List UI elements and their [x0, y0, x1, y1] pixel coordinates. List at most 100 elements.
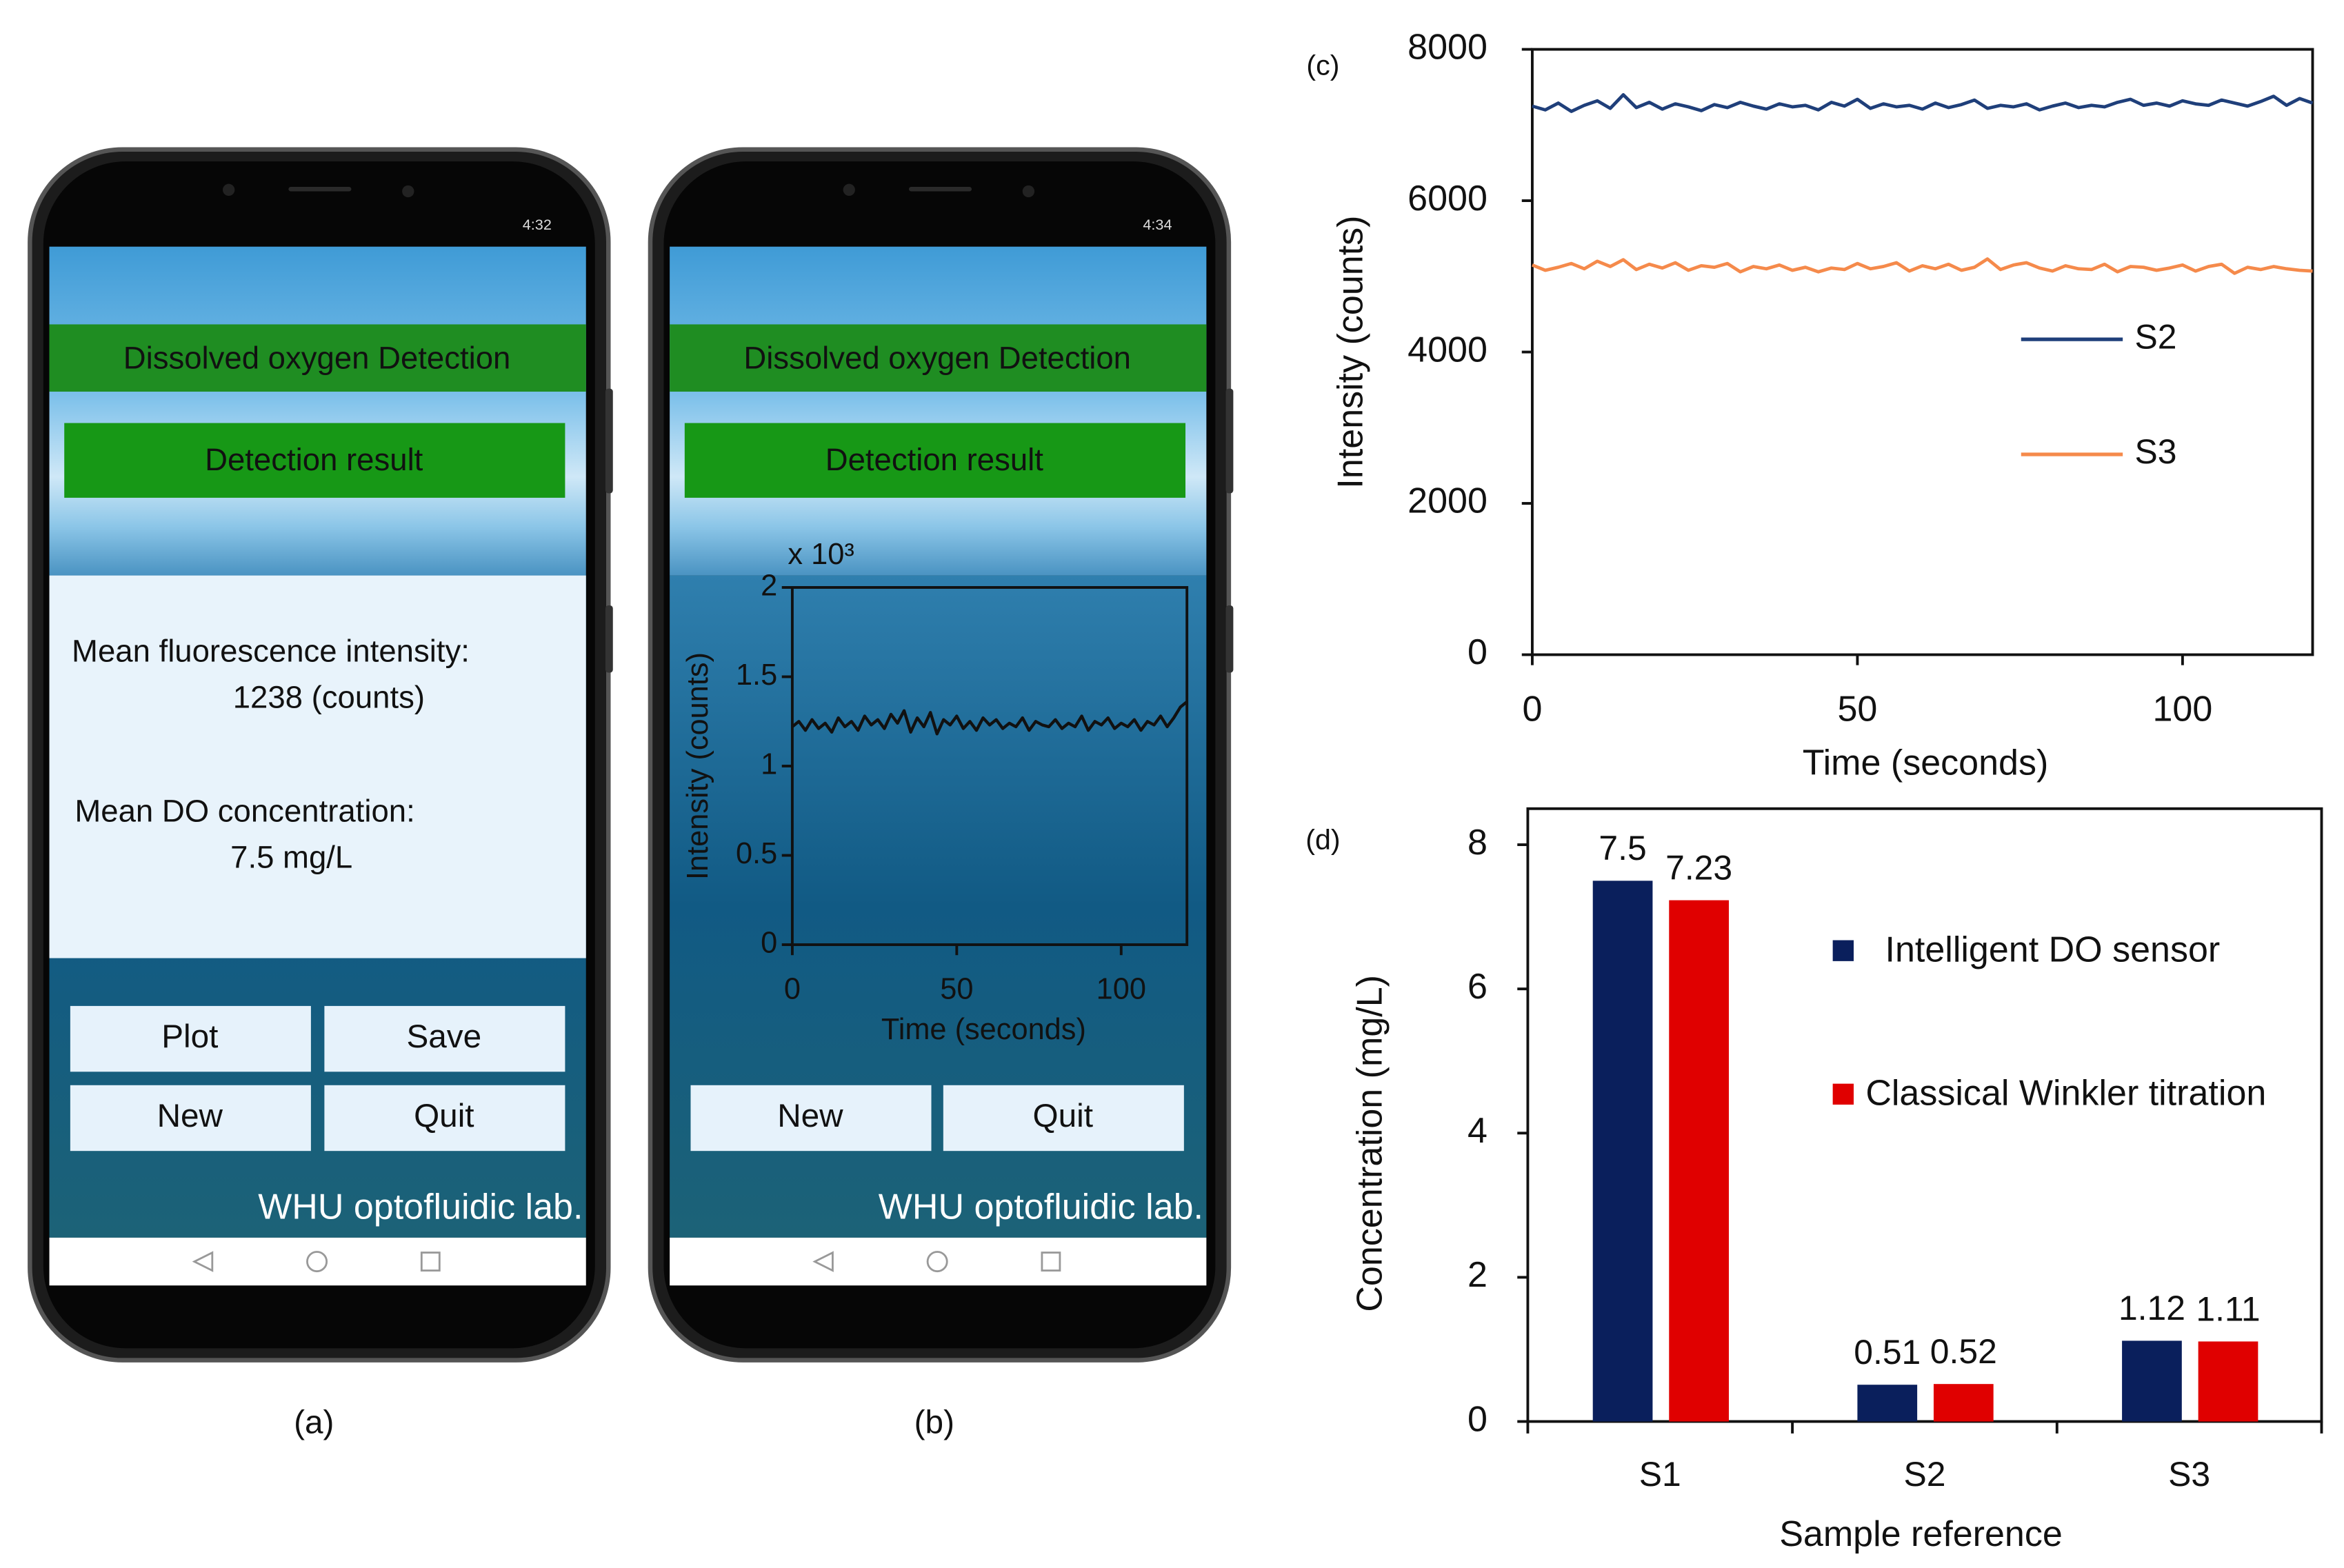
bar — [2198, 1341, 2258, 1422]
speaker — [908, 186, 972, 192]
y-tick-label: 6000 — [1408, 179, 1487, 219]
sensor — [402, 185, 414, 198]
x-axis-label: Time (seconds) — [1803, 743, 2049, 783]
data-line — [791, 701, 1188, 736]
app-button-text: New — [157, 1098, 223, 1134]
result-line: Mean DO concentration: — [74, 793, 414, 828]
sensor — [1022, 185, 1035, 198]
bar — [1933, 1384, 1994, 1422]
bar — [1857, 1385, 1918, 1422]
value-label: 7.23 — [1665, 848, 1732, 887]
footer: WHU optofluidic lab. — [879, 1187, 1203, 1227]
side-button — [605, 388, 613, 494]
y-tick-label: 6 — [1467, 967, 1487, 1007]
y-tick-label: 8 — [1467, 823, 1487, 863]
app-button-text: Save — [406, 1018, 481, 1055]
y-tick-label: 8000 — [1408, 27, 1487, 67]
camera — [222, 183, 235, 196]
app-button[interactable] — [324, 1085, 565, 1152]
legend-label: Classical Winkler titration — [1865, 1074, 2266, 1114]
legend-swatch — [1832, 1083, 1854, 1105]
y-tick-label: 4000 — [1408, 330, 1487, 370]
result-panel — [49, 575, 586, 958]
nav-home[interactable] — [926, 1251, 948, 1273]
nav-home[interactable] — [306, 1251, 328, 1273]
x-tick-label: 100 — [2152, 690, 2212, 730]
nav-recent[interactable] — [1041, 1252, 1061, 1272]
value-label: 7.5 — [1599, 829, 1646, 867]
value-label: 1.11 — [2196, 1289, 2260, 1328]
x-tick-label: S1 — [1639, 1455, 1681, 1494]
y-axis-label: Intensity (counts) — [1331, 215, 1371, 488]
y-axis-label: Concentration (mg/L) — [1350, 975, 1390, 1312]
y-tick-label: 1 — [761, 747, 777, 781]
x-tick-label: 50 — [1837, 690, 1877, 730]
data-line — [1532, 257, 2313, 275]
app-button-text: Plot — [161, 1018, 218, 1055]
multiplier: x 10³ — [788, 538, 854, 571]
result-line: 1238 (counts) — [233, 680, 425, 715]
app-button-text: Quit — [1033, 1098, 1093, 1134]
legend-swatch — [1832, 940, 1854, 961]
app-button[interactable] — [324, 1005, 565, 1072]
camera — [843, 183, 855, 196]
bar — [1669, 900, 1729, 1422]
app-button-text: Quit — [414, 1098, 474, 1134]
side-button — [605, 605, 613, 673]
banner — [49, 324, 586, 392]
x-axis-label: Time (seconds) — [881, 1013, 1086, 1046]
app-button[interactable] — [690, 1085, 932, 1152]
sky — [49, 246, 586, 576]
banner-text: Dissolved oxygen Detection — [123, 340, 511, 375]
y-tick-label: 2000 — [1408, 481, 1487, 521]
result-line: 7.5 mg/L — [230, 840, 352, 875]
value-label: 1.12 — [2118, 1289, 2185, 1327]
result-button-text: Detection result — [205, 442, 423, 477]
result-line: Mean fluorescence intensity: — [72, 633, 470, 668]
y-tick-label: 2 — [761, 569, 777, 602]
nav-bar — [49, 1237, 586, 1286]
data-line — [1532, 93, 2314, 113]
app-button-text: New — [777, 1098, 843, 1134]
nav-bar — [670, 1237, 1207, 1286]
x-axis-label: Sample reference — [1779, 1514, 2063, 1554]
x-tick-label: S3 — [2168, 1455, 2210, 1494]
banner-text: Dissolved oxygen Detection — [743, 340, 1131, 375]
caption: (b) — [914, 1404, 954, 1440]
x-tick-label: 0 — [784, 973, 801, 1006]
legend-label: S3 — [2135, 432, 2177, 471]
bar — [1592, 881, 1653, 1422]
banner — [670, 324, 1207, 392]
x-tick-label: S2 — [1903, 1455, 1945, 1494]
nav-back[interactable] — [192, 1251, 214, 1272]
speaker — [288, 186, 352, 192]
app-button[interactable] — [70, 1005, 311, 1072]
app-button[interactable] — [70, 1085, 311, 1152]
bar — [2122, 1340, 2182, 1422]
panel-label: (d) — [1305, 823, 1340, 855]
result-button[interactable] — [684, 423, 1186, 498]
y-tick-label: 2 — [1467, 1255, 1487, 1295]
side-button — [1225, 605, 1234, 673]
sky — [670, 246, 1207, 576]
panel-label: (c) — [1306, 49, 1339, 81]
status-time: 4:34 — [1143, 216, 1172, 233]
result-button[interactable] — [64, 423, 565, 498]
nav-recent[interactable] — [420, 1252, 441, 1272]
x-tick-label: 50 — [940, 973, 973, 1006]
value-label: 0.52 — [1930, 1332, 1997, 1371]
footer: WHU optofluidic lab. — [258, 1187, 583, 1227]
side-button — [1225, 388, 1234, 494]
status-time: 4:32 — [523, 216, 552, 233]
x-tick-label: 100 — [1096, 973, 1146, 1006]
y-tick-label: 0 — [761, 926, 777, 959]
y-tick-label: 0 — [1467, 1399, 1487, 1439]
y-tick-label: 0.5 — [736, 837, 777, 870]
y-tick-label: 0 — [1467, 632, 1487, 672]
app-button[interactable] — [943, 1085, 1184, 1152]
legend-label: Intelligent DO sensor — [1885, 930, 2221, 970]
plot-frame — [1526, 807, 2323, 1423]
caption: (a) — [294, 1404, 334, 1440]
nav-back[interactable] — [812, 1251, 834, 1272]
